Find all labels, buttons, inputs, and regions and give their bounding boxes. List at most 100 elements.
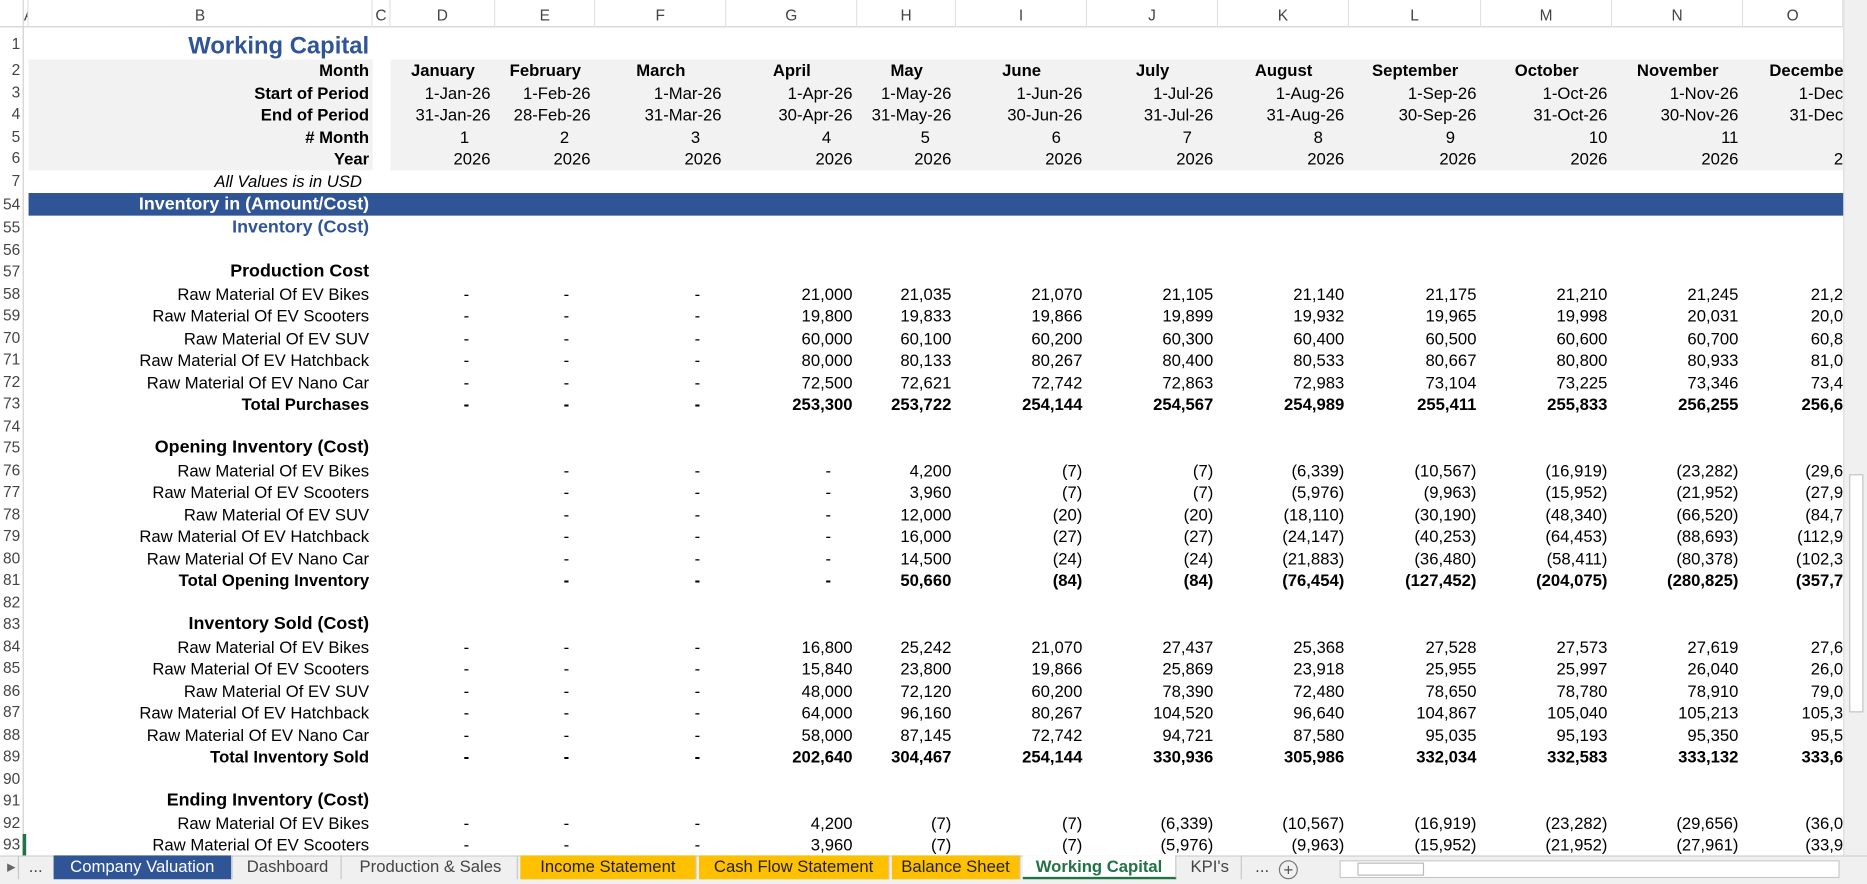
sheet-tab[interactable]: Working Capital [1022, 855, 1177, 880]
cell-value: - [563, 504, 570, 524]
cell-value: 19,932 [1293, 306, 1345, 326]
row-number[interactable]: 55 [0, 216, 24, 239]
row-number[interactable]: 81 [0, 569, 24, 592]
select-all[interactable] [0, 0, 24, 28]
column-header[interactable]: O [1743, 0, 1844, 28]
cell-value: September [1372, 60, 1459, 80]
cell-value: - [825, 482, 832, 502]
row-number[interactable]: 73 [0, 393, 24, 416]
cell-value: 25,955 [1425, 658, 1477, 678]
row-number[interactable]: 1 [0, 27, 24, 60]
cell-value: January [410, 60, 475, 80]
vertical-scrollbar[interactable] [1843, 0, 1867, 856]
row-number[interactable]: 4 [0, 103, 24, 126]
row-number[interactable]: 57 [0, 260, 24, 283]
column-header[interactable]: E [495, 0, 596, 28]
cell-value: - [463, 328, 470, 348]
column-header[interactable]: F [595, 0, 727, 28]
row-number[interactable]: 93 [0, 833, 24, 857]
sheet-tab[interactable]: Dashboard [235, 855, 342, 880]
row-number[interactable]: 90 [0, 767, 24, 790]
cell-value: 1-Jun-26 [1016, 82, 1083, 102]
row-label: Raw Material Of EV Scooters [152, 482, 370, 502]
row-number[interactable]: 3 [0, 81, 24, 104]
row-number[interactable]: 82 [0, 591, 24, 614]
sheet-tab[interactable]: Balance Sheet [891, 855, 1021, 880]
row-number[interactable]: 70 [0, 327, 24, 350]
row-number[interactable]: 88 [0, 723, 24, 746]
row-number[interactable]: 85 [0, 657, 24, 680]
cell-value: 78,390 [1162, 680, 1214, 700]
cell-value: - [563, 702, 570, 722]
cell-value: 1-Dec [1798, 82, 1844, 102]
cell-value: (36,0 [1805, 813, 1844, 833]
row-number[interactable]: 89 [0, 745, 24, 768]
row-number[interactable]: 84 [0, 635, 24, 658]
row-number[interactable]: 86 [0, 679, 24, 702]
cell-value: 25,368 [1293, 636, 1345, 656]
row-number[interactable]: 77 [0, 481, 24, 504]
cell-value: 31-Jul-26 [1143, 104, 1214, 124]
sheet-tab[interactable]: Company Valuation [53, 855, 233, 880]
column-header[interactable]: H [857, 0, 957, 28]
column-header[interactable]: A [23, 0, 29, 28]
tab-more[interactable]: ... [1255, 856, 1270, 876]
row-number[interactable]: 75 [0, 437, 24, 460]
column-header[interactable]: J [1087, 0, 1219, 28]
row-number[interactable]: 74 [0, 415, 24, 438]
cell-value: - [563, 570, 570, 590]
column-header[interactable]: I [956, 0, 1088, 28]
sheet-tab[interactable]: Income Statement [520, 855, 697, 880]
tab-more[interactable]: ... [28, 856, 43, 876]
tab-scroll-left[interactable]: ▸ [5, 855, 20, 880]
row-number[interactable]: 87 [0, 701, 24, 724]
cell-value: (6,339) [1291, 460, 1345, 480]
cell-value: 64,000 [801, 702, 853, 722]
cell-value: 78,910 [1687, 680, 1739, 700]
cell-value: 1-Mar-26 [653, 82, 722, 102]
row-number[interactable]: 54 [0, 191, 24, 217]
row-number[interactable]: 59 [0, 304, 24, 328]
row-number[interactable]: 2 [0, 59, 24, 82]
cell-value: 16,000 [900, 526, 952, 546]
row-number[interactable]: 5 [0, 125, 24, 148]
row-number[interactable]: 71 [0, 349, 24, 372]
cell-value: 95,350 [1687, 724, 1739, 745]
column-header[interactable]: C [372, 0, 391, 28]
row-number[interactable]: 72 [0, 371, 24, 394]
row-number[interactable]: 92 [0, 811, 24, 834]
row-number[interactable]: 56 [0, 238, 24, 261]
row-number[interactable]: 78 [0, 503, 24, 526]
sheet-tab[interactable]: Production & Sales [344, 855, 518, 880]
add-sheet-button[interactable]: + [1278, 860, 1298, 880]
sheet-tab[interactable]: Cash Flow Statement [698, 855, 890, 880]
cell-value: (15,952) [1545, 482, 1608, 502]
row-number[interactable]: 80 [0, 547, 24, 570]
column-header[interactable]: L [1349, 0, 1482, 28]
scroll-thumb[interactable] [1357, 862, 1425, 876]
cell-value: - [694, 747, 701, 767]
column-header[interactable]: D [390, 0, 496, 28]
row-number[interactable]: 83 [0, 613, 24, 636]
cell-value: (16,919) [1545, 460, 1608, 480]
horizontal-scrollbar[interactable] [1339, 860, 1840, 879]
cell-value: - [463, 394, 470, 414]
column-header[interactable]: N [1612, 0, 1744, 28]
row-number[interactable]: 79 [0, 525, 24, 548]
column-header[interactable]: M [1481, 0, 1613, 28]
column-header[interactable]: K [1218, 0, 1350, 28]
row-number[interactable]: 91 [0, 789, 24, 812]
row-number[interactable]: 6 [0, 147, 24, 170]
cell-value: - [694, 482, 701, 502]
cell-value: 16,800 [801, 636, 853, 656]
row-number[interactable]: 7 [0, 169, 24, 192]
row-number[interactable]: 76 [0, 459, 24, 482]
column-header[interactable]: G [726, 0, 858, 28]
scroll-thumb[interactable] [1849, 474, 1864, 713]
cell-value: 80,000 [801, 350, 853, 370]
cell-value: 80,133 [900, 350, 952, 370]
column-header[interactable]: B [28, 0, 373, 28]
row-number[interactable]: 58 [0, 282, 24, 305]
cell-value: (16,919) [1414, 813, 1477, 833]
sheet-tab[interactable]: KPI's [1179, 855, 1242, 880]
